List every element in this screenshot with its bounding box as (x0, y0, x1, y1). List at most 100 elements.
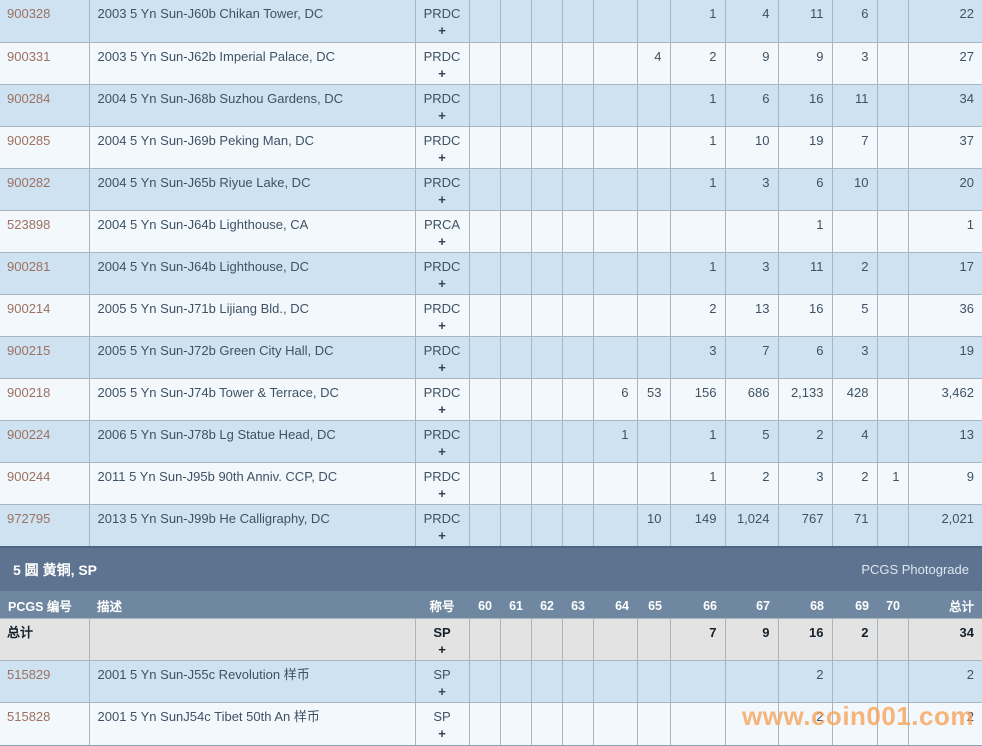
grade-66-count-cell: 2 (669, 41, 726, 85)
total-count-cell: 2 (907, 702, 982, 745)
designation-label: PRDC (423, 90, 461, 106)
plus-designation: + (438, 191, 446, 207)
designation-cell: PRDC + (414, 125, 470, 169)
grade-70-count-cell (876, 209, 909, 253)
pcgs-number-link[interactable]: 900214 (7, 300, 51, 316)
grade-68-count-cell: 1 (777, 209, 833, 253)
pcgs-number-link[interactable]: 900285 (7, 132, 51, 148)
grade-63-count-cell (561, 125, 594, 169)
pcgs-number-column-header: PCGS 编号 (0, 591, 89, 619)
grade-61-count-cell (499, 167, 532, 211)
population-table-top: 900328 2003 5 Yn Sun-J60b Chikan Tower, D… (0, 0, 982, 547)
grade-67-count-cell: 5 (724, 419, 779, 463)
total-count-cell: 36 (907, 293, 982, 337)
pcgs-number-link[interactable]: 900218 (7, 384, 51, 400)
description-column-header: 描述 (89, 591, 415, 619)
designation-label: PRDC (423, 48, 461, 64)
pcgs-number-link[interactable]: 900331 (7, 48, 51, 64)
grade-70-count-cell (876, 125, 909, 169)
pcgs-number-cell: 972795 (0, 503, 90, 547)
plus-designation: + (438, 485, 446, 501)
grade-column-header-63: 63 (562, 591, 593, 619)
photograde-link[interactable]: PCGS Photograde (861, 562, 969, 577)
grade-68-count-cell: 16 (777, 83, 833, 127)
pcgs-number-link[interactable]: 900282 (7, 174, 51, 190)
table-row: 900215 2005 5 Yn Sun-J72b Green City Hall… (0, 335, 982, 379)
plus-designation: + (438, 65, 446, 81)
pcgs-number-cell: 900281 (0, 251, 90, 295)
table-row: 900224 2006 5 Yn Sun-J78b Lg Statue Head,… (0, 419, 982, 463)
grade-column-header-62: 62 (531, 591, 562, 619)
grade-62-count-cell (530, 83, 563, 127)
designation-cell: SP + (414, 702, 470, 745)
grade-67-count-cell: 1,024 (724, 503, 779, 547)
grade-63-count-cell (561, 419, 594, 463)
grade-63-count-cell (561, 0, 594, 43)
coin-description: 2004 5 Yn Sun-J69b Peking Man, DC (88, 125, 416, 169)
pcgs-number-link[interactable]: 515829 (7, 667, 51, 682)
designation-label: SP (433, 709, 451, 724)
grade-column-header-66: 66 (670, 591, 725, 619)
grade-69-count-cell: 3 (831, 335, 878, 379)
grade-68-count-cell: 16 (777, 293, 833, 337)
grade-68-count-cell: 3 (777, 461, 833, 505)
grade-column-header-64: 64 (593, 591, 637, 619)
plus-designation: + (438, 317, 446, 333)
pcgs-number-link[interactable]: 900215 (7, 342, 51, 358)
column-header-row: PCGS 编号 描述 称号 60 61 62 63 64 65 66 67 68 69 70 总计 (0, 591, 982, 619)
pcgs-number-cell: 900331 (0, 41, 90, 85)
grade-60-count-cell (468, 0, 501, 43)
grade-66-count-cell: 1 (669, 167, 726, 211)
grade-62-count-cell (530, 251, 563, 295)
grade-67-count-cell: 10 (724, 125, 779, 169)
pcgs-number-link[interactable]: 900284 (7, 90, 51, 106)
pcgs-number-cell: 900284 (0, 83, 90, 127)
total-count-cell: 20 (907, 167, 982, 211)
pcgs-number-link[interactable]: 523898 (7, 216, 51, 232)
pcgs-number-link[interactable]: 900328 (7, 6, 51, 21)
grade-65-count-cell: 4 (636, 41, 671, 85)
table-row: 900285 2004 5 Yn Sun-J69b Peking Man, DC P… (0, 125, 982, 169)
pcgs-number-link[interactable]: 515828 (7, 709, 51, 724)
pcgs-number-link[interactable]: 900244 (7, 468, 51, 484)
grade-69-count-cell: 71 (831, 503, 878, 547)
grade-65-count-cell (636, 461, 671, 505)
coin-description: 2004 5 Yn Sun-J64b Lighthouse, CA (88, 209, 416, 253)
grade-68-count-cell: 16 (777, 618, 833, 661)
grade-70-count-cell (876, 83, 909, 127)
grade-68-count-cell: 2 (777, 660, 833, 703)
table-row: 900244 2011 5 Yn Sun-J95b 90th Anniv. CCP… (0, 461, 982, 505)
pcgs-number-link[interactable]: 900281 (7, 258, 51, 274)
pcgs-number-link[interactable]: 900224 (7, 426, 51, 442)
pcgs-number-cell: 900285 (0, 125, 90, 169)
coin-description: 2006 5 Yn Sun-J78b Lg Statue Head, DC (88, 419, 416, 463)
section-header-bar: 5 圆 黄铜, SP PCGS Photograde (0, 546, 982, 591)
designation-label: PRDC (423, 468, 461, 484)
coin-description: 2004 5 Yn Sun-J65b Riyue Lake, DC (88, 167, 416, 211)
grade-63-count-cell (561, 503, 594, 547)
grade-67-count-cell: 7 (724, 335, 779, 379)
coin-description: 2005 5 Yn Sun-J74b Tower & Terrace, DC (88, 377, 416, 421)
grade-64-count-cell (592, 660, 638, 703)
designation-label: PRDC (423, 258, 461, 274)
pcgs-number-cell: 900282 (0, 167, 90, 211)
grade-63-count-cell (561, 209, 594, 253)
grade-65-count-cell (636, 660, 671, 703)
pcgs-number-link[interactable]: 972795 (7, 510, 51, 526)
grade-63-count-cell (561, 461, 594, 505)
grade-61-count-cell (499, 41, 532, 85)
total-count-cell: 3,462 (907, 377, 982, 421)
designation-cell: PRDC + (414, 293, 470, 337)
grade-65-count-cell (636, 335, 671, 379)
table-row: 523898 2004 5 Yn Sun-J64b Lighthouse, CA P… (0, 209, 982, 253)
table-row: 515828 2001 5 Yn SunJ54c Tibet 50th An 样币… (0, 702, 982, 745)
grade-67-count-cell (724, 209, 779, 253)
grade-66-count-cell: 1 (669, 0, 726, 43)
grade-70-count-cell (876, 702, 909, 745)
table-bottom-border (0, 744, 982, 746)
grade-65-count-cell (636, 209, 671, 253)
grade-66-count-cell: 156 (669, 377, 726, 421)
designation-cell: PRDC + (414, 419, 470, 463)
pcgs-number-cell: 515829 (0, 660, 90, 703)
